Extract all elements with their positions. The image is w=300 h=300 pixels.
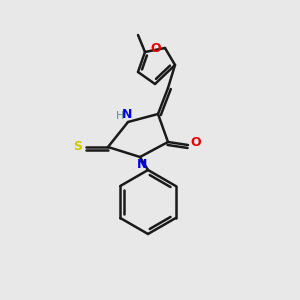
Text: O: O xyxy=(151,41,161,55)
Text: N: N xyxy=(137,158,147,170)
Text: N: N xyxy=(122,109,132,122)
Text: S: S xyxy=(74,140,82,152)
Text: O: O xyxy=(191,136,201,149)
Text: H: H xyxy=(116,111,124,121)
